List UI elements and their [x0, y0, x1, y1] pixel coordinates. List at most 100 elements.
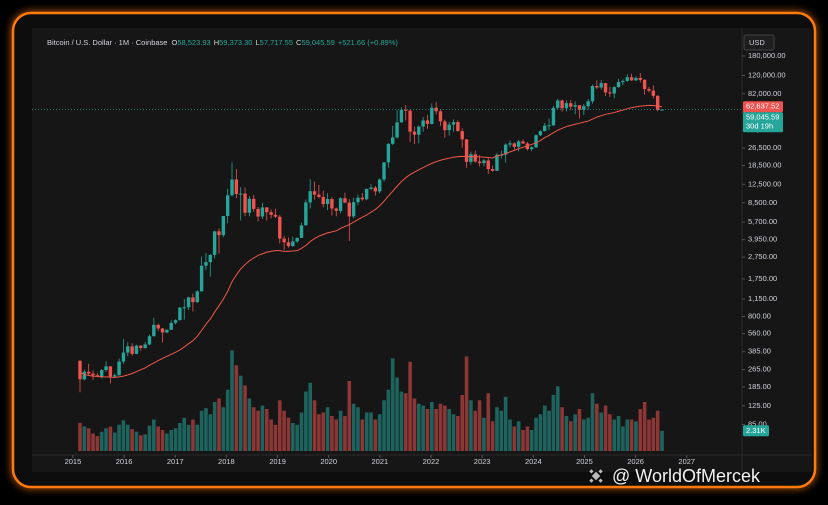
volume-bar [542, 405, 547, 451]
volume-bar [269, 419, 273, 451]
candle-body [391, 137, 395, 144]
volume-bar [499, 410, 504, 451]
candle-body [356, 197, 360, 203]
candle-body [186, 297, 191, 308]
candle-body [625, 77, 629, 81]
volume-bar [603, 405, 608, 451]
volume-bar [373, 419, 378, 451]
y-tick-label: 5,700.00 [748, 217, 777, 226]
candle-body [425, 120, 430, 124]
volume-bar [382, 400, 386, 451]
candle-body [113, 375, 117, 377]
volume-bar [608, 414, 612, 451]
candle-body [78, 360, 82, 380]
candle-body [230, 179, 234, 196]
volume-bar [256, 410, 260, 451]
volume-bar [199, 410, 204, 451]
candle-body [278, 216, 282, 239]
candle-body [134, 345, 139, 354]
candle-body [655, 95, 660, 111]
candle-body [325, 199, 330, 205]
candle-body [199, 265, 204, 292]
candle-body [139, 345, 143, 348]
volume-bar [495, 407, 499, 451]
candle-body [490, 169, 495, 171]
candle-body [338, 198, 343, 211]
volume-bar [312, 400, 317, 451]
volume-bar [238, 375, 243, 451]
volume-label: 2.31K [746, 426, 766, 435]
candle-body [660, 109, 664, 111]
candle-body [269, 212, 273, 215]
y-tick-label: 560.00 [748, 329, 771, 338]
volume-bar [308, 382, 312, 451]
volume-bar [295, 424, 299, 451]
volume-bar [582, 419, 586, 451]
volume-bar [351, 403, 356, 451]
volume-bar [139, 435, 143, 451]
ohlc-value: 59,045.59 [301, 38, 334, 47]
volume-bar [599, 412, 603, 451]
volume-bar [147, 425, 152, 451]
volume-bar [456, 416, 460, 451]
candle-body [273, 214, 278, 217]
candle-body [477, 161, 482, 164]
candle-body [104, 366, 108, 371]
volume-bar [430, 402, 434, 451]
candle-body [599, 83, 603, 88]
candle-body [91, 373, 95, 376]
candle-body [152, 324, 156, 337]
candle-body [530, 147, 534, 150]
y-tick-label: 385.00 [748, 347, 771, 356]
y-tick-label: 82,000.00 [748, 89, 781, 98]
candle-body [204, 262, 208, 266]
candle-body [603, 83, 608, 93]
x-tick-label: 2026 [627, 457, 644, 466]
volume-bar [451, 414, 456, 451]
countdown: 30d 19h [746, 122, 773, 131]
volume-bar [173, 428, 178, 451]
volume-bar [217, 398, 221, 451]
volume-bar [425, 409, 430, 451]
candle-body [239, 193, 243, 195]
candle-body [330, 199, 334, 209]
volume-bar [490, 421, 495, 451]
volume-bar [529, 430, 534, 451]
candle-body [647, 89, 651, 91]
candle-body [399, 109, 404, 123]
candle-body [547, 125, 551, 127]
candle-body [569, 103, 573, 107]
candle-body [169, 322, 173, 330]
x-tick-label: 2016 [116, 457, 133, 466]
candle-body [521, 141, 525, 144]
candle-body [351, 202, 356, 217]
candle-body [121, 352, 126, 362]
volume-bar [221, 407, 226, 451]
candle-body [577, 105, 582, 110]
candle-body [638, 77, 642, 80]
volume-bar [82, 426, 87, 451]
volume-bar [616, 416, 621, 451]
volume-bar [477, 400, 482, 451]
candle-body [460, 131, 464, 140]
currency: USD [749, 38, 765, 47]
candle-body [160, 328, 165, 333]
volume-bar [165, 433, 169, 451]
ohlc-prefix: C [296, 38, 302, 47]
candle-body [512, 143, 517, 147]
volume-bar [534, 417, 538, 451]
volume-bar [612, 419, 617, 451]
candle-body [347, 202, 351, 217]
candle-body [256, 208, 260, 217]
volume-bar [473, 410, 478, 451]
currency-box[interactable] [743, 34, 775, 51]
ma-price-tag [743, 101, 783, 113]
volume-bar [178, 423, 182, 451]
volume-bar [412, 398, 417, 451]
candle-body [212, 231, 217, 255]
candle-body [421, 120, 425, 127]
x-tick-label: 2025 [576, 457, 593, 466]
volume-bar [260, 405, 265, 451]
candle-body [551, 107, 556, 126]
candle-body [404, 109, 408, 111]
